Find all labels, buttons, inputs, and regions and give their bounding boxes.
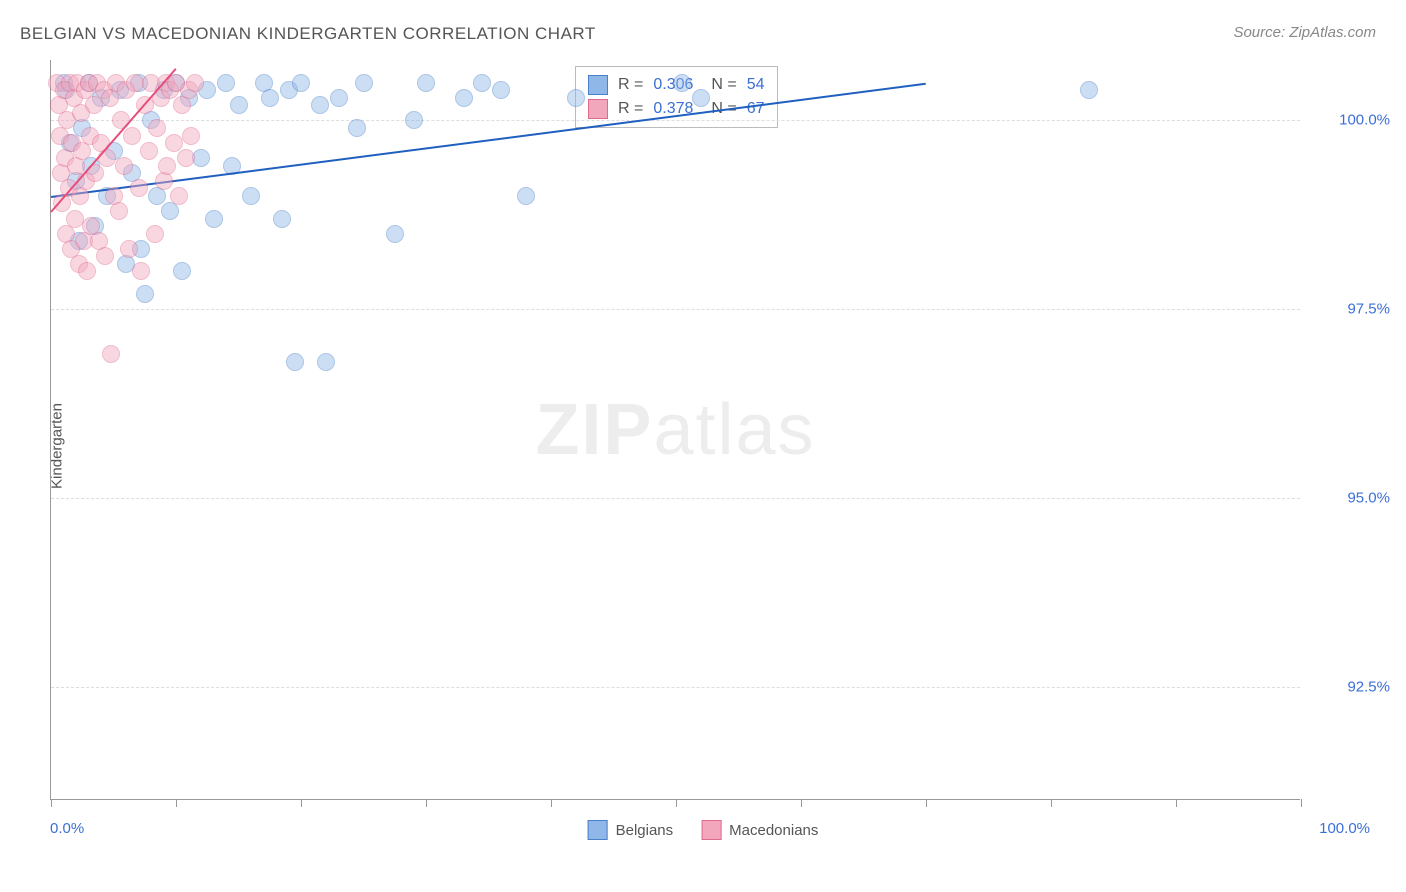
scatter-point: [110, 202, 128, 220]
stat-swatch: [588, 99, 608, 119]
scatter-point: [242, 187, 260, 205]
legend-item: Macedonians: [701, 820, 818, 840]
stat-n-value: 54: [747, 76, 765, 94]
scatter-point: [130, 179, 148, 197]
x-tick: [551, 799, 552, 807]
scatter-point: [286, 353, 304, 371]
scatter-point: [311, 96, 329, 114]
scatter-point: [217, 74, 235, 92]
stat-n-value: 67: [747, 100, 765, 118]
source-label: Source: ZipAtlas.com: [1233, 24, 1376, 41]
scatter-point: [146, 225, 164, 243]
plot-area: ZIPatlas R =0.306N =54R =0.378N =67 100.…: [50, 60, 1300, 800]
scatter-point: [205, 210, 223, 228]
scatter-point: [517, 187, 535, 205]
legend-swatch: [701, 820, 721, 840]
scatter-point: [115, 157, 133, 175]
x-tick: [426, 799, 427, 807]
scatter-point: [182, 127, 200, 145]
chart-title: BELGIAN VS MACEDONIAN KINDERGARTEN CORRE…: [20, 24, 596, 44]
scatter-point: [158, 157, 176, 175]
scatter-point: [692, 89, 710, 107]
x-axis-min-label: 0.0%: [50, 820, 84, 837]
scatter-point: [348, 119, 366, 137]
x-tick: [176, 799, 177, 807]
scatter-point: [78, 262, 96, 280]
scatter-point: [1080, 81, 1098, 99]
stat-r-label: R =: [618, 100, 643, 118]
scatter-point: [405, 111, 423, 129]
scatter-point: [330, 89, 348, 107]
x-tick: [926, 799, 927, 807]
scatter-point: [85, 96, 103, 114]
bottom-legend: Belgians Macedonians: [588, 820, 819, 840]
scatter-point: [155, 172, 173, 190]
legend-label: Belgians: [616, 822, 674, 839]
watermark: ZIPatlas: [535, 389, 815, 471]
y-tick-label: 97.5%: [1310, 301, 1390, 318]
x-axis-max-label: 100.0%: [1319, 820, 1370, 837]
x-tick: [1301, 799, 1302, 807]
scatter-point: [177, 149, 195, 167]
scatter-point: [165, 134, 183, 152]
legend-item: Belgians: [588, 820, 674, 840]
stat-swatch: [588, 75, 608, 95]
scatter-point: [673, 74, 691, 92]
y-tick-label: 95.0%: [1310, 489, 1390, 506]
scatter-point: [273, 210, 291, 228]
scatter-point: [230, 96, 248, 114]
scatter-point: [148, 119, 166, 137]
gridline: [51, 498, 1300, 499]
gridline: [51, 309, 1300, 310]
scatter-point: [132, 262, 150, 280]
x-tick: [676, 799, 677, 807]
y-tick-label: 100.0%: [1310, 112, 1390, 129]
scatter-point: [473, 74, 491, 92]
x-tick: [1051, 799, 1052, 807]
watermark-atlas: atlas: [653, 390, 815, 470]
scatter-point: [455, 89, 473, 107]
x-tick: [51, 799, 52, 807]
legend-swatch: [588, 820, 608, 840]
scatter-point: [261, 89, 279, 107]
x-tick: [1176, 799, 1177, 807]
scatter-point: [120, 240, 138, 258]
scatter-point: [386, 225, 404, 243]
x-tick: [801, 799, 802, 807]
stat-n-label: N =: [711, 76, 736, 94]
scatter-point: [136, 285, 154, 303]
scatter-point: [170, 187, 188, 205]
scatter-point: [492, 81, 510, 99]
scatter-point: [140, 142, 158, 160]
scatter-point: [123, 127, 141, 145]
legend-label: Macedonians: [729, 822, 818, 839]
scatter-point: [417, 74, 435, 92]
scatter-point: [173, 262, 191, 280]
stat-r-label: R =: [618, 76, 643, 94]
gridline: [51, 120, 1300, 121]
watermark-zip: ZIP: [535, 390, 653, 470]
scatter-point: [355, 74, 373, 92]
x-tick: [301, 799, 302, 807]
scatter-point: [186, 74, 204, 92]
scatter-point: [96, 247, 114, 265]
scatter-point: [317, 353, 335, 371]
y-tick-label: 92.5%: [1310, 678, 1390, 695]
gridline: [51, 687, 1300, 688]
scatter-point: [567, 89, 585, 107]
scatter-point: [102, 345, 120, 363]
scatter-point: [292, 74, 310, 92]
